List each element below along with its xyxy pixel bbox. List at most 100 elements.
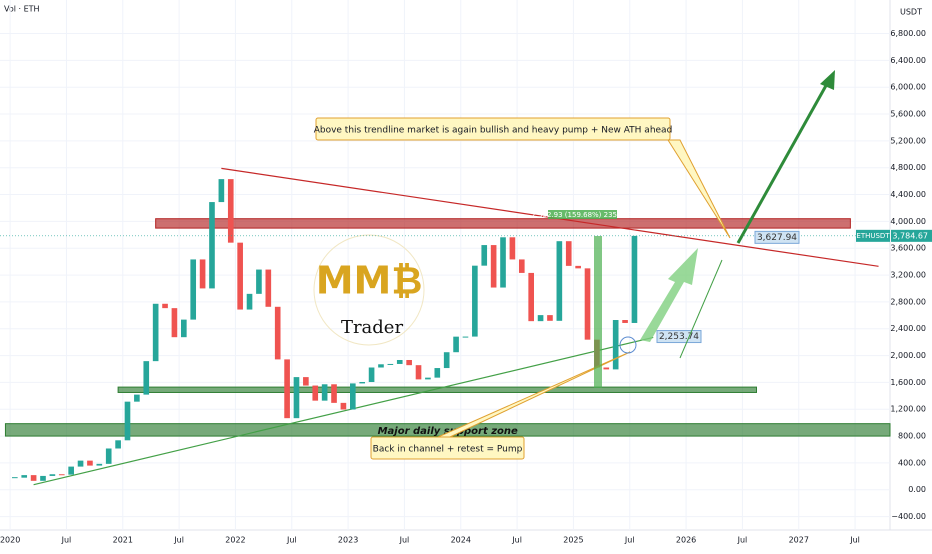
x-tick-label: Jul [286,536,297,545]
y-tick-label: 6,400.00 [890,56,926,65]
candle [443,352,450,369]
candle [68,466,74,475]
price-label: 3,784.67 [892,231,928,240]
candle [58,474,65,476]
candle [359,382,366,384]
x-tick-label: Jul [511,536,522,545]
y-tick-label: 6,000.00 [890,83,926,92]
y-tick-label: 400.00 [898,458,926,467]
callout-pointer [667,139,731,239]
arrows [594,70,835,388]
y-tick-label: 0.00 [908,485,926,494]
candle [199,259,206,289]
y-tick-label: 3,600.00 [890,244,926,253]
candle [303,377,309,386]
candle [565,241,572,266]
price-callout-label: 3,627.94 [757,233,797,243]
candle [612,320,619,370]
logo-subtitle: Trader [341,317,404,338]
candle [500,237,506,288]
x-tick-label: Jul [173,536,184,545]
candle [349,383,356,410]
candle [406,359,412,366]
candle [575,265,581,269]
candle [256,269,262,294]
candle [87,460,93,466]
callout-text: Above this trendline market is again bul… [314,126,673,136]
candle [237,242,243,310]
arrow [679,259,723,359]
y-tick-label: 4,000.00 [890,217,926,226]
logo-title: MM₿ [316,259,423,303]
zone-label: Major daily support zone [378,426,518,437]
candle [21,475,28,478]
candle [190,259,197,320]
retest-circle [619,336,637,354]
candle [162,303,168,309]
candle [368,367,375,383]
x-tick-label: Jul [849,536,860,545]
candle [171,308,178,338]
x-tick-label: 2021 [113,536,133,545]
candle [274,306,281,360]
measure-box [548,210,617,219]
candle [115,440,121,449]
candle [30,475,37,481]
candle [284,359,290,419]
price-callout-label: 2,253.74 [659,332,699,342]
y-tick-label: 4,400.00 [890,190,926,199]
y-tick-label: 800.00 [898,432,926,441]
candle [340,402,347,410]
candle [547,315,553,321]
callout-box [315,117,671,141]
candle [12,477,18,479]
candle [152,303,159,362]
zone [155,218,851,229]
symbol: ETHUSDT [856,232,890,240]
candle [49,474,56,476]
candle [396,359,403,364]
candle [622,320,628,323]
candle [312,385,319,401]
candle [415,365,422,380]
candle [481,245,488,266]
candle [584,268,591,340]
candle [472,265,478,337]
y-tick-label: 1,600.00 [890,378,926,387]
x-tick-label: 2023 [338,536,358,545]
price-callout [754,230,800,244]
candle [556,241,563,321]
candle [227,179,234,243]
candle [425,377,431,380]
arrow [640,248,698,342]
symbol-tag [856,229,890,242]
y-tick-label: 1,200.00 [890,405,926,414]
candle [453,336,459,353]
zone [117,386,757,393]
candle [293,377,300,419]
arrow [736,81,830,244]
measure-label: 2,352.93 (159.68%) 235,293 [531,211,632,219]
candle [209,202,215,289]
callout-box [370,436,525,460]
candle [124,401,131,441]
logo: MM₿ Trader [313,234,425,346]
candle [387,363,394,365]
candle [134,394,140,402]
y-tick-label: 4,800.00 [890,163,926,172]
candle [462,336,469,338]
x-tick-label: Jul [624,536,635,545]
candle [77,460,84,467]
candle [246,293,253,310]
x-tick-label: 2027 [789,536,809,545]
y-tick-label: 2,800.00 [890,297,926,306]
candle [265,269,272,307]
candle [331,384,337,403]
y-tick-label: 5,200.00 [890,136,926,145]
chart-title: Vol · ETH [4,5,40,14]
measure-bar [594,236,602,388]
candle [40,475,46,481]
x-tick-label: 2026 [676,536,696,545]
candle [434,368,441,378]
candle [321,384,328,401]
